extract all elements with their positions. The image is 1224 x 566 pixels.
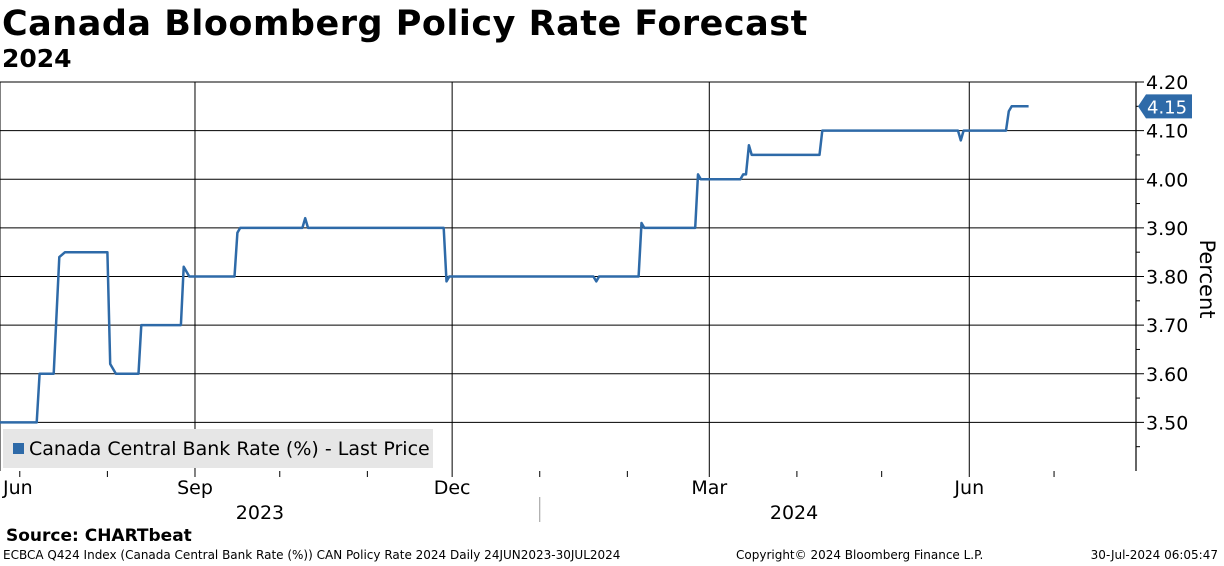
chart-title: Canada Bloomberg Policy Rate Forecast (2, 4, 808, 44)
y-tick-label: 3.80 (1146, 267, 1188, 289)
footer-copyright: Copyright© 2024 Bloomberg Finance L.P. (736, 548, 984, 562)
y-axis-label: Percent (1195, 239, 1219, 318)
y-tick-label: 3.90 (1146, 218, 1188, 240)
y-tick-label: 4.00 (1146, 169, 1188, 191)
x-tick-label: Jun (953, 477, 984, 499)
year-label: 2024 (770, 502, 818, 524)
x-axis-ticks: Jun Sep Dec Mar Jun 2023 2024 (2, 471, 1055, 524)
x-tick-label: Dec (434, 477, 471, 499)
y-tick-label: 4.10 (1146, 121, 1188, 143)
x-tick-label: Mar (691, 477, 727, 499)
footer-description: ECBCA Q424 Index (Canada Central Bank Ra… (3, 548, 621, 562)
year-label: 2023 (236, 502, 284, 524)
last-value-tag (1138, 94, 1192, 119)
footer-timestamp: 30-Jul-2024 06:05:47 (1090, 548, 1218, 562)
chart-subtitle: 2024 (2, 44, 72, 73)
source-note: Source: CHARTbeat (6, 526, 192, 546)
legend: Canada Central Bank Rate (%) - Last Pric… (3, 429, 433, 468)
x-tick-label: Sep (177, 477, 213, 499)
y-tick-label: 3.60 (1146, 364, 1188, 386)
x-tick-label: Jun (2, 477, 33, 499)
y-tick-label: 4.20 (1146, 72, 1188, 94)
y-tick-label: 3.50 (1146, 412, 1188, 434)
legend-box (3, 429, 433, 468)
series-line (0, 105, 1029, 424)
last-value-label: 4.15 (1138, 94, 1192, 119)
y-tick-label: 3.70 (1146, 315, 1188, 337)
legend-swatch (13, 443, 24, 454)
last-value-text: 4.15 (1147, 97, 1187, 118)
y-axis-ticks: 3.50 3.60 3.70 3.80 3.90 4.00 4.10 4.20 (1136, 72, 1188, 448)
legend-label: Canada Central Bank Rate (%) - Last Pric… (29, 438, 430, 460)
